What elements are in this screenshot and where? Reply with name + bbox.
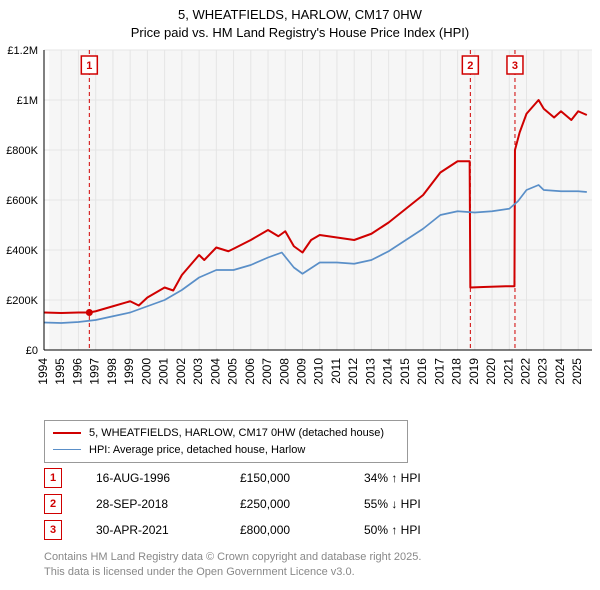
title-line2: Price paid vs. HM Land Registry's House … [0,24,600,42]
event-date: 30-APR-2021 [96,523,206,537]
event-date: 16-AUG-1996 [96,471,206,485]
svg-text:2005: 2005 [226,358,240,385]
svg-text:£1.2M: £1.2M [7,45,38,57]
svg-text:2015: 2015 [398,358,412,385]
events-table: 1 16-AUG-1996 £150,000 34% ↑ HPI 2 28-SE… [44,462,421,546]
chart-svg: £0£200K£400K£600K£800K£1M£1.2M1994199519… [0,44,600,414]
svg-text:2012: 2012 [346,358,360,385]
svg-text:2023: 2023 [536,358,550,385]
legend-item: HPI: Average price, detached house, Harl… [53,442,399,459]
legend: 5, WHEATFIELDS, HARLOW, CM17 0HW (detach… [44,420,408,463]
svg-text:1999: 1999 [122,358,136,385]
event-delta: 55% ↓ HPI [364,497,421,511]
title-line1: 5, WHEATFIELDS, HARLOW, CM17 0HW [0,6,600,24]
svg-text:2025: 2025 [570,358,584,385]
svg-text:2011: 2011 [329,358,343,384]
legend-swatch [53,432,81,434]
event-date: 28-SEP-2018 [96,497,206,511]
svg-text:2017: 2017 [432,358,446,385]
svg-text:2008: 2008 [277,358,291,385]
svg-text:2018: 2018 [450,358,464,385]
svg-text:2010: 2010 [312,358,326,385]
svg-text:2013: 2013 [363,358,377,385]
svg-text:3: 3 [512,60,518,72]
event-marker: 2 [44,494,62,514]
svg-text:2019: 2019 [467,358,481,385]
event-row: 2 28-SEP-2018 £250,000 55% ↓ HPI [44,494,421,514]
svg-text:2020: 2020 [484,358,498,385]
event-delta: 34% ↑ HPI [364,471,421,485]
svg-text:2003: 2003 [191,358,205,385]
chart: £0£200K£400K£600K£800K£1M£1.2M1994199519… [0,44,600,414]
svg-text:£200K: £200K [6,295,38,307]
svg-text:1998: 1998 [105,358,119,385]
event-price: £800,000 [240,523,330,537]
svg-text:£0: £0 [26,345,38,357]
svg-text:2007: 2007 [260,358,274,385]
event-delta: 50% ↑ HPI [364,523,421,537]
event-price: £250,000 [240,497,330,511]
svg-text:1997: 1997 [88,358,102,385]
svg-text:£1M: £1M [17,95,38,107]
svg-text:1995: 1995 [53,358,67,385]
legend-label: 5, WHEATFIELDS, HARLOW, CM17 0HW (detach… [89,425,384,442]
svg-text:2004: 2004 [208,358,222,385]
svg-text:1994: 1994 [36,358,50,385]
svg-text:2002: 2002 [174,358,188,385]
legend-item: 5, WHEATFIELDS, HARLOW, CM17 0HW (detach… [53,425,399,442]
legend-swatch [53,449,81,450]
svg-text:£400K: £400K [6,245,38,257]
event-marker: 1 [44,468,62,488]
svg-text:1: 1 [86,60,92,72]
svg-text:2001: 2001 [157,358,171,385]
svg-text:2022: 2022 [519,358,533,385]
footer-line2: This data is licensed under the Open Gov… [44,565,421,580]
legend-label: HPI: Average price, detached house, Harl… [89,442,305,459]
event-row: 1 16-AUG-1996 £150,000 34% ↑ HPI [44,468,421,488]
svg-text:1996: 1996 [70,358,84,385]
svg-text:2: 2 [467,60,473,72]
svg-text:2006: 2006 [243,358,257,385]
footer-line1: Contains HM Land Registry data © Crown c… [44,550,421,565]
footer: Contains HM Land Registry data © Crown c… [44,550,421,580]
event-price: £150,000 [240,471,330,485]
chart-title: 5, WHEATFIELDS, HARLOW, CM17 0HW Price p… [0,6,600,41]
event-row: 3 30-APR-2021 £800,000 50% ↑ HPI [44,520,421,540]
svg-text:2016: 2016 [415,358,429,385]
svg-text:2024: 2024 [553,358,567,385]
svg-text:2009: 2009 [294,358,308,385]
svg-text:£800K: £800K [6,145,38,157]
svg-text:2014: 2014 [381,358,395,385]
svg-text:£600K: £600K [6,195,38,207]
svg-text:2021: 2021 [501,358,515,385]
svg-text:2000: 2000 [139,358,153,385]
event-marker: 3 [44,520,62,540]
